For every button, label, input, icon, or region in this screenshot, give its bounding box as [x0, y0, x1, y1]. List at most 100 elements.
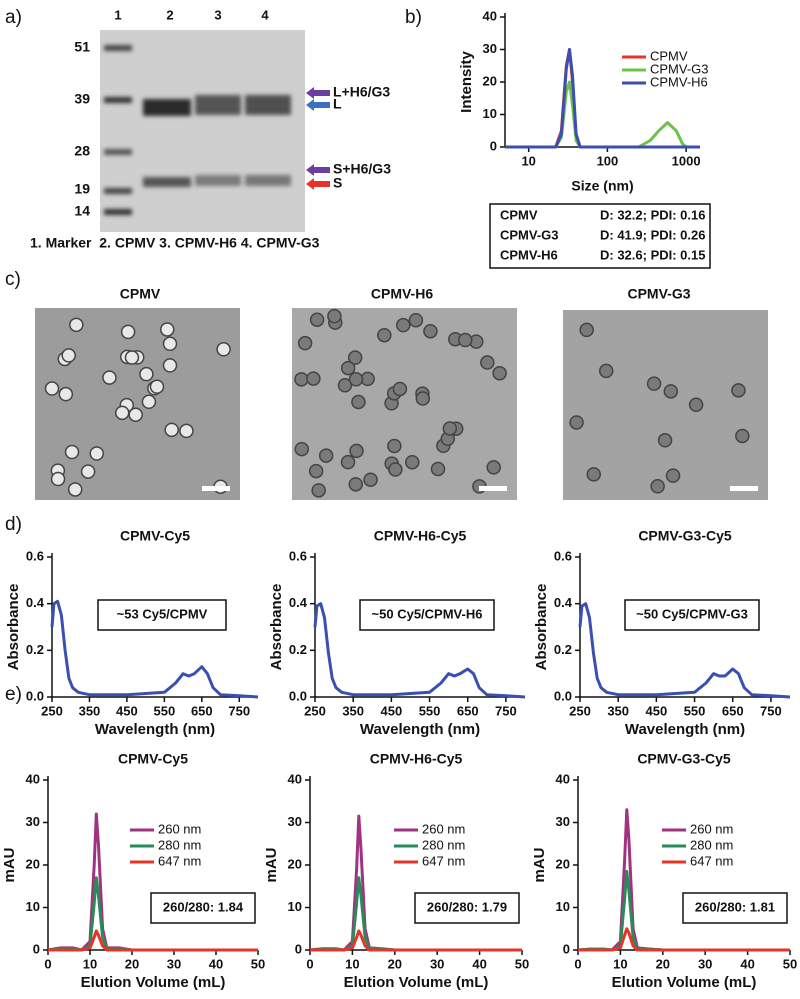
data-line [47, 812, 258, 952]
virus-particle [388, 462, 403, 477]
x-tick-label: 40 [472, 956, 486, 971]
virus-particle [569, 415, 584, 430]
lane-label: 2 [166, 7, 173, 22]
y-tick-label: 0.0 [289, 688, 307, 703]
x-tick-label: 250 [569, 703, 591, 718]
data-line [313, 602, 526, 699]
virus-particle [392, 381, 408, 397]
virus-particle [598, 363, 614, 379]
x-tick-label: 0 [44, 956, 51, 971]
x-tick-label: 350 [342, 703, 364, 718]
virus-particle [395, 317, 411, 333]
y-axis-label: Absorbance [533, 584, 550, 671]
y-tick-label: 0.2 [26, 642, 44, 657]
protein-band [143, 99, 191, 116]
lane-label: 3 [214, 7, 221, 22]
legend-label: 280 nm [158, 837, 201, 852]
tem-title: CPMV-H6 [371, 286, 433, 302]
y-tick-label: 20 [483, 73, 497, 88]
x-tick-label: 750 [228, 703, 250, 718]
legend-label: 260 nm [422, 821, 465, 836]
virus-particle [586, 467, 601, 482]
y-tick-label: 10 [483, 106, 497, 121]
virus-particle [318, 448, 334, 463]
y-axis-label: mAU [263, 847, 280, 882]
chart-title: CPMV-Cy5 [118, 751, 188, 767]
y-tick-label: 40 [288, 771, 302, 786]
virus-particle [340, 360, 356, 376]
virus-particle [64, 444, 80, 460]
arrow [306, 87, 330, 99]
y-tick-label: 0.6 [289, 548, 307, 563]
x-tick-label: 20 [656, 956, 670, 971]
x-tick-label: 10 [521, 153, 535, 168]
y-tick-label: 10 [26, 899, 40, 914]
virus-particle [731, 383, 746, 398]
x-tick-label: 20 [388, 956, 402, 971]
virus-particle [139, 366, 154, 382]
chart-title: CPMV-G3-Cy5 [637, 751, 731, 767]
y-tick-label: 20 [26, 856, 40, 871]
legend-label: 260 nm [690, 821, 733, 836]
y-axis-label: Absorbance [5, 584, 22, 671]
marker-label: 28 [74, 143, 90, 159]
data-line [578, 602, 791, 699]
marker-band [104, 97, 132, 103]
y-tick-label: 0.4 [289, 595, 308, 610]
data-line [48, 929, 258, 952]
virus-particle [80, 464, 96, 479]
x-tick-label: 50 [251, 956, 265, 971]
chart-title: CPMV-G3-Cy5 [638, 528, 732, 544]
virus-particle [430, 461, 446, 477]
band-label: L [333, 96, 342, 112]
y-tick-label: 30 [483, 41, 497, 56]
legend-label: 647 nm [690, 853, 733, 868]
y-tick-label: 30 [288, 814, 302, 829]
y-tick-label: 40 [483, 8, 497, 23]
x-tick-label: 30 [167, 956, 181, 971]
y-axis-label: mAU [1, 847, 18, 882]
virus-particle [61, 348, 76, 363]
annotation: ~50 Cy5/CPMV-H6 [372, 606, 483, 621]
virus-particle [160, 322, 175, 337]
band-label: S [333, 175, 342, 191]
virus-particle [348, 477, 363, 492]
x-tick-label: 650 [457, 703, 479, 718]
virus-particle [309, 312, 325, 327]
annotation-box [359, 599, 495, 631]
virus-particle [102, 370, 117, 385]
x-tick-label: 550 [684, 703, 706, 718]
arrow [306, 178, 330, 190]
y-axis-label: Absorbance [268, 584, 285, 671]
marker-label: 39 [74, 91, 90, 107]
virus-particle [340, 454, 356, 470]
annotation-box [682, 892, 788, 924]
band-label: L+H6/G3 [333, 84, 390, 100]
virus-particle [377, 327, 392, 343]
y-tick-label: 0 [490, 138, 497, 153]
marker-band [104, 149, 132, 155]
virus-particle [308, 463, 324, 479]
virus-particle [89, 446, 105, 461]
x-axis-label: Elution Volume (mL) [612, 974, 757, 991]
x-tick-label: 50 [515, 956, 529, 971]
virus-particle [162, 336, 178, 352]
table-cell: CPMV [500, 207, 538, 222]
y-tick-label: 0 [33, 941, 40, 956]
virus-particle [486, 460, 501, 475]
virus-particle [688, 397, 704, 413]
x-tick-label: 250 [41, 703, 63, 718]
virus-particle [423, 323, 438, 339]
annotation: ~50 Cy5/CPMV-G3 [636, 606, 748, 621]
virus-particle [480, 355, 495, 370]
virus-particle [735, 428, 750, 444]
virus-particle [67, 482, 83, 497]
x-tick-label: 1000 [672, 153, 701, 168]
virus-particle [294, 372, 309, 387]
annotation-box [414, 892, 520, 924]
x-tick-label: 750 [495, 703, 517, 718]
table-cell: D: 32.2; PDI: 0.16 [600, 207, 706, 222]
legend-label: 280 nm [422, 837, 465, 852]
panel-label: a) [5, 7, 22, 28]
